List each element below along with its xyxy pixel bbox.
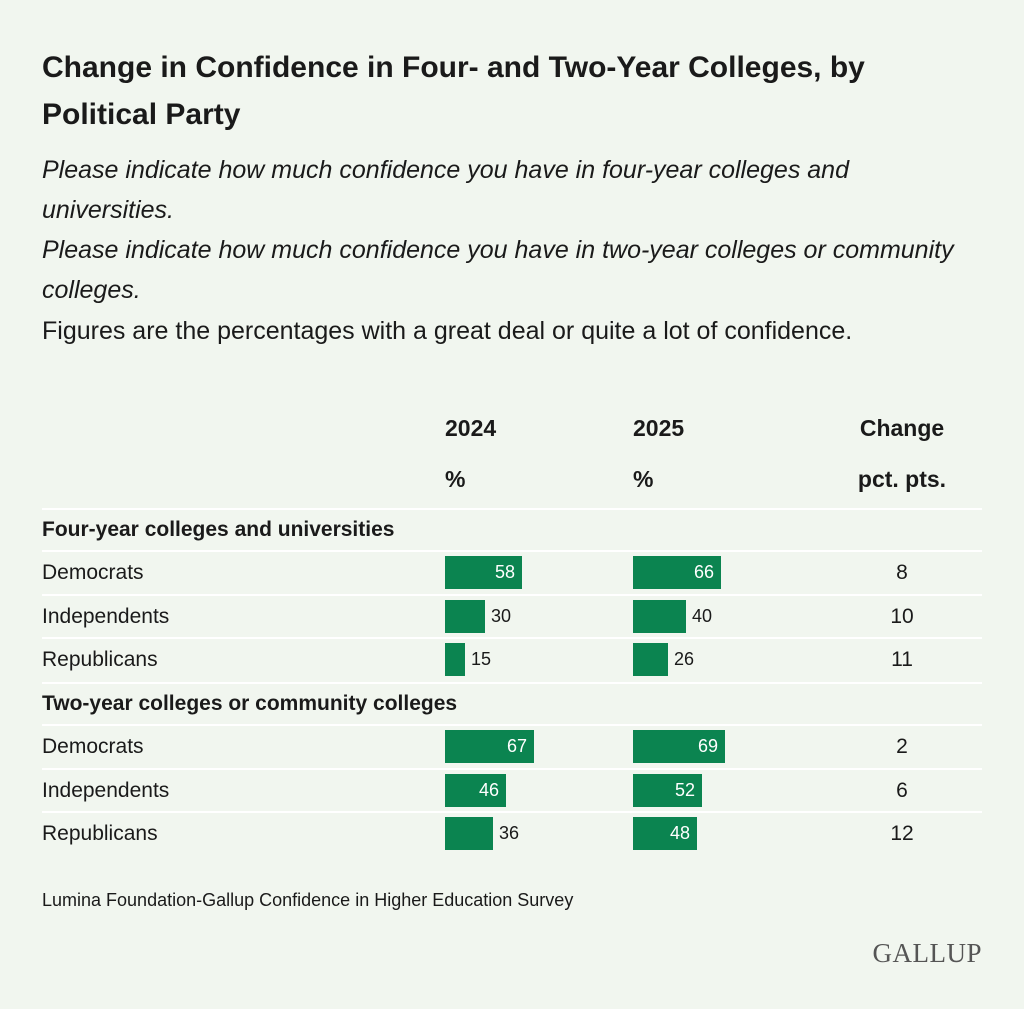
bar-2025 (633, 817, 697, 850)
column-header-change: Change (859, 415, 945, 441)
row-label: Republicans (42, 648, 158, 671)
group-heading: Two-year colleges or community colleges (42, 692, 458, 715)
data-label-2025: 52 (674, 779, 695, 800)
chart-title: Change in Confidence in Four- and Two-Ye… (42, 51, 865, 131)
row-divider (42, 724, 982, 726)
bar-2025 (633, 773, 702, 807)
row-label: Democrats (42, 561, 144, 584)
change-value: 6 (896, 778, 908, 802)
column-unit-change: pct. pts. (857, 466, 947, 492)
bar-2024 (445, 773, 506, 807)
column-header-2024: 2024 (445, 415, 497, 441)
data-label-2024: 30 (491, 605, 512, 626)
data-label-2025: 48 (669, 823, 690, 843)
change-value: 8 (896, 561, 908, 584)
row-divider (42, 811, 982, 813)
data-label-2024: 58 (494, 562, 515, 582)
column-unit-2025: % (633, 466, 654, 492)
bar-2024 (445, 730, 534, 763)
source-note: Lumina Foundation-Gallup Confidence in H… (42, 890, 574, 910)
bar-2024 (445, 556, 522, 589)
data-label-2024: 46 (478, 779, 499, 800)
group-divider (42, 508, 982, 510)
row-label: Democrats (42, 735, 144, 758)
change-value: 12 (890, 822, 914, 845)
change-value: 11 (891, 648, 913, 671)
bar-2025 (633, 730, 725, 763)
subtitle-note: Figures are the percentages with a great… (42, 317, 853, 345)
bar-2024 (445, 599, 485, 633)
bar-2025 (633, 599, 686, 633)
group-heading: Four-year colleges and universities (42, 518, 395, 541)
group-divider (42, 682, 982, 684)
data-label-2024: 15 (471, 649, 492, 669)
bar-2025 (633, 643, 668, 676)
data-label-2024: 67 (506, 736, 527, 756)
row-divider (42, 767, 982, 770)
data-label-2025: 66 (693, 562, 714, 582)
row-divider (42, 593, 982, 596)
change-value: 2 (896, 735, 908, 758)
column-header-2025: 2025 (633, 415, 685, 441)
bar-2024 (445, 817, 493, 850)
change-value: 10 (890, 604, 914, 628)
row-label: Independents (42, 604, 170, 628)
data-label-2025: 40 (692, 605, 713, 626)
gallup-logo: GALLUP (872, 938, 982, 968)
subtitle-question-two-year: Please indicate how much confidence you … (42, 236, 954, 304)
data-label-2024: 36 (499, 823, 520, 843)
subtitle-question-four-year: Please indicate how much confidence you … (42, 156, 849, 224)
column-unit-2024: % (445, 466, 466, 492)
data-label-2025: 69 (697, 736, 718, 756)
row-divider (42, 637, 982, 639)
row-divider (42, 550, 982, 552)
row-label: Republicans (42, 822, 158, 845)
data-label-2025: 26 (674, 649, 695, 669)
bar-2025 (633, 556, 721, 589)
row-label: Independents (42, 778, 170, 802)
bar-2024 (445, 643, 465, 676)
